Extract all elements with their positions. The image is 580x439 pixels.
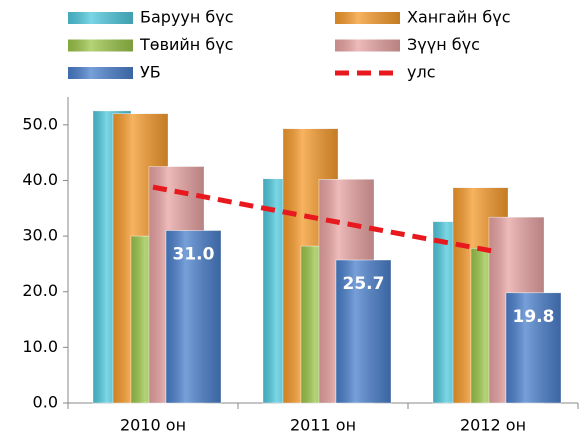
line bbox=[152, 184, 494, 254]
x-tick-label: 2011 он bbox=[290, 416, 356, 435]
legend-label: Төвийн бүс bbox=[139, 35, 233, 54]
legend-label: Зүүн бүс bbox=[407, 35, 480, 54]
y-tick-label: 20.0 bbox=[22, 281, 58, 300]
x-tick-label: 2010 он bbox=[120, 416, 186, 435]
y-tick-label: 40.0 bbox=[22, 170, 58, 189]
bar-shade bbox=[506, 292, 561, 403]
legend-swatch-shade bbox=[68, 39, 133, 52]
legend-label: Хангайн бүс bbox=[407, 8, 511, 27]
x-tick-label: 2012 он bbox=[460, 416, 526, 435]
legend-label: улс bbox=[407, 63, 436, 82]
bar-shade bbox=[166, 230, 221, 403]
value-label: 31.0 bbox=[173, 245, 215, 265]
y-tick-label: 50.0 bbox=[22, 114, 58, 133]
y-tick-label: 10.0 bbox=[22, 337, 58, 356]
value-label: 25.7 bbox=[343, 274, 385, 294]
legend-swatch-shade bbox=[68, 12, 133, 24]
legend-swatch-shade bbox=[335, 12, 400, 24]
legend-swatch-shade bbox=[335, 39, 400, 52]
value-label: 19.8 bbox=[513, 307, 555, 327]
y-tick-label: 30.0 bbox=[22, 226, 58, 245]
legend-swatch-shade bbox=[68, 67, 133, 79]
bar-shade bbox=[336, 260, 391, 403]
legend-label: УБ bbox=[140, 63, 161, 82]
y-tick-label: 0.0 bbox=[33, 393, 58, 412]
legend-label: Баруун бүс bbox=[140, 8, 234, 27]
